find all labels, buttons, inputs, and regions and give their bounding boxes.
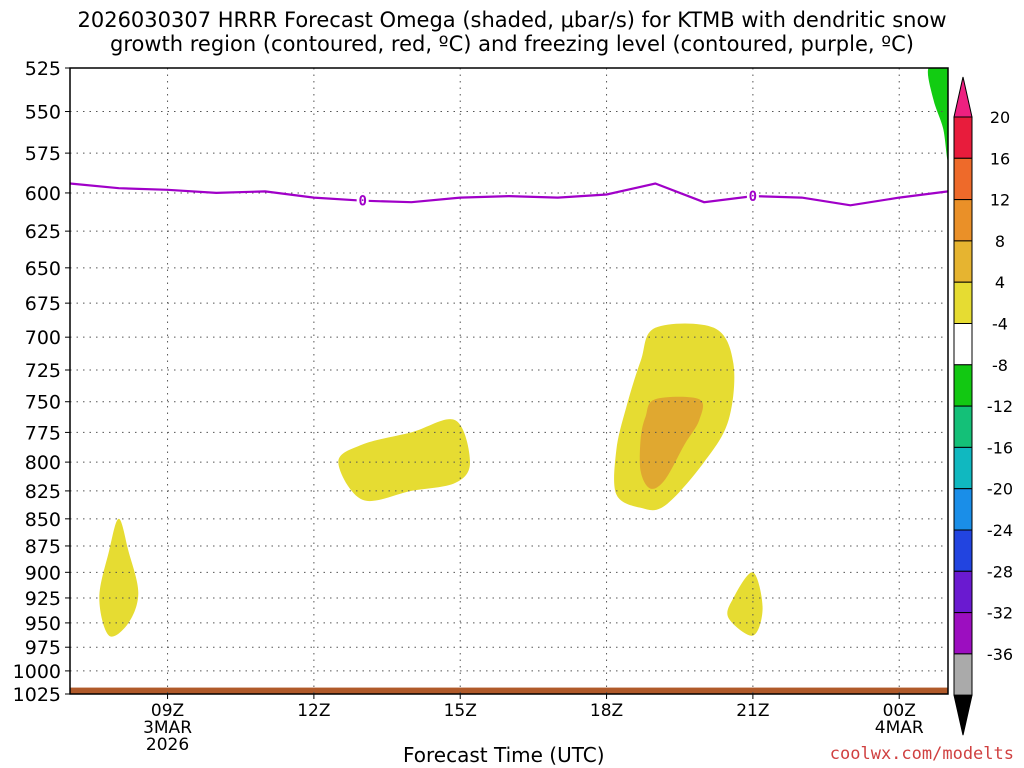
chart-title-line2: growth region (contoured, red, ºC) and f… [110,32,914,56]
ytick-label-1025: 1025 [13,684,61,706]
colorbar-bin-11 [953,570,973,614]
credit-link[interactable]: coolwx.com/modelts [829,744,1014,764]
ytick-label-950: 950 [25,613,61,635]
freezing-level-label-1: 0 [749,189,757,205]
ytick-label-725: 725 [25,360,61,382]
xtick-label-21-0: 21Z [736,701,769,721]
freezing-level-label-0: 0 [358,194,366,210]
omega-region-0 [99,518,139,637]
y-axis-ticks: 525 550 575 600 625 650 675 700 725 750 775 800 825 8… [13,58,70,706]
omega-shading-layer [99,68,948,637]
colorbar-bin-8 [953,446,973,490]
ytick-label-775: 775 [25,422,61,444]
freezing-label-bg-0 [356,192,369,209]
colorbar-label-12: -32 [987,604,1013,623]
ytick-label-1000: 1000 [13,661,61,683]
chart-title-line1: 2026030307 HRRR Forecast Omega (shaded, … [77,8,947,32]
colorbar-label-2: 12 [990,191,1010,210]
colorbar: 20 16 12 8 4 -4 -8 -12 -16 -20 -24 -28 -32 -36 [953,76,1013,736]
xtick-label-9-1: 3MAR [143,718,192,738]
colorbar-bin-5 [953,323,973,366]
plot-frame [69,67,949,695]
omega-region-5 [927,68,948,161]
x-axis-title: Forecast Time (UTC) [403,743,605,767]
omega-region-1 [338,419,470,502]
ytick-label-675: 675 [25,293,61,315]
colorbar-label-13: -36 [987,645,1013,664]
gridlines [70,68,948,694]
colorbar-bin-9 [953,488,973,531]
ytick-label-550: 550 [25,102,61,124]
colorbar-bin-1 [953,157,973,201]
colorbar-bin-3 [953,240,973,283]
ytick-label-800: 800 [25,452,61,474]
omega-region-4 [639,396,704,489]
colorbar-label-0: 20 [990,108,1010,127]
colorbar-label-10: -24 [987,521,1013,540]
ytick-label-825: 825 [25,481,61,503]
ytick-label-925: 925 [25,588,61,610]
colorbar-label-9: -20 [987,480,1013,499]
colorbar-label-6: -8 [992,356,1008,375]
freezing-level-line [69,182,949,207]
colorbar-bin-10 [953,529,973,572]
colorbar-label-7: -12 [987,397,1013,416]
colorbar-label-3: 8 [995,232,1005,251]
colorbar-bin-13 [953,653,973,696]
ytick-label-700: 700 [25,327,61,349]
colorbar-top-arrow [953,76,973,118]
surface-strip [70,687,948,694]
xtick-label-15-0: 15Z [444,701,477,721]
xtick-label-24-0: 00Z [883,701,916,721]
colorbar-bin-2 [953,199,973,242]
ytick-label-625: 625 [25,221,61,243]
colorbar-label-4: 4 [995,273,1005,292]
colorbar-label-8: -16 [987,438,1013,457]
colorbar-bin-7 [953,405,973,448]
ytick-label-975: 975 [25,637,61,659]
omega-region-3 [727,572,763,636]
xtick-label-9-2: 2026 [146,735,189,755]
colorbar-bin-12 [953,612,973,655]
xtick-label-9-0: 09Z [151,701,184,721]
ytick-label-750: 750 [25,392,61,414]
ytick-label-525: 525 [25,58,61,80]
ytick-label-875: 875 [25,536,61,558]
colorbar-bin-4 [953,281,973,325]
ytick-label-850: 850 [25,509,61,531]
ytick-label-650: 650 [25,258,61,280]
colorbar-label-1: 16 [990,149,1010,168]
colorbar-bin-6 [953,364,973,407]
ytick-label-600: 600 [25,183,61,205]
xtick-label-18-0: 18Z [590,701,623,721]
ytick-label-575: 575 [25,143,61,165]
colorbar-bin-0 [953,116,973,159]
xtick-label-24-1: 4MAR [875,718,924,738]
colorbar-bottom-arrow [953,694,973,736]
ytick-label-900: 900 [25,562,61,584]
colorbar-label-11: -28 [987,562,1013,581]
xtick-label-12-0: 12Z [297,701,330,721]
freezing-label-bg-1 [746,188,759,205]
surface-layer [70,687,948,694]
colorbar-label-5: -4 [992,315,1008,334]
